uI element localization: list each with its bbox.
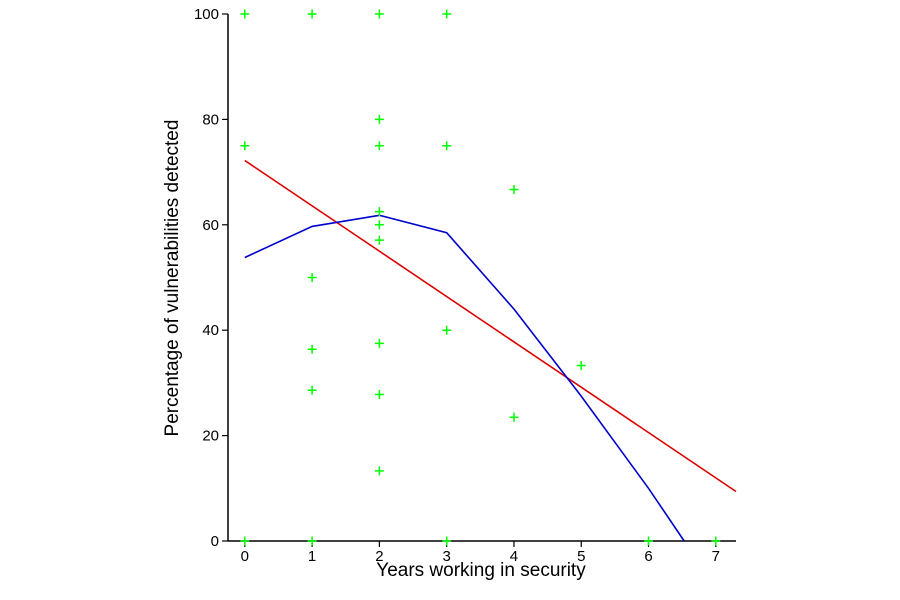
data-point [576, 361, 586, 370]
data-point [374, 390, 384, 399]
data-point [374, 466, 384, 476]
x-axis-label: Years working in security [376, 560, 586, 581]
data-point [374, 114, 384, 124]
data-point [374, 235, 384, 245]
data-point [240, 141, 250, 151]
fit-lines [244, 159, 737, 542]
data-point [509, 412, 519, 422]
data-point [307, 9, 317, 19]
data-point [374, 338, 384, 348]
y-tick-label: 100 [194, 6, 219, 23]
smooth-fit-line [244, 214, 685, 542]
y-tick-label: 0 [211, 533, 219, 550]
data-point [442, 325, 452, 335]
data-point [307, 385, 317, 395]
data-point [711, 536, 721, 546]
data-point [374, 220, 384, 230]
y-tick-label: 80 [202, 111, 219, 128]
linear-fit-line [244, 159, 737, 493]
data-point [644, 536, 653, 546]
y-axis-label: Percentage of vulnerabilities detected [162, 120, 183, 437]
x-tick-label: 1 [308, 548, 316, 565]
data-point [442, 141, 452, 151]
x-tick-label: 4 [510, 548, 518, 565]
x-tick-label: 7 [712, 548, 720, 565]
data-point [240, 9, 250, 19]
x-tick-label: 5 [577, 548, 585, 565]
data-point [374, 207, 384, 217]
y-tick-label: 60 [202, 217, 219, 234]
data-point [509, 185, 519, 194]
data-point [240, 536, 250, 546]
x-tick-label: 2 [375, 548, 383, 565]
x-tick-label: 3 [443, 548, 451, 565]
data-point [442, 9, 452, 19]
y-tick-label: 40 [202, 322, 219, 339]
x-tick-label: 0 [241, 548, 249, 565]
data-point [307, 273, 317, 282]
data-point [442, 536, 452, 546]
y-axis: 0 20 40 60 80 100 [194, 6, 229, 550]
x-tick-label: 6 [644, 548, 652, 565]
data-points [240, 9, 721, 546]
data-point [374, 141, 384, 151]
data-point [374, 9, 384, 19]
data-point [307, 344, 317, 354]
y-tick-label: 20 [202, 428, 219, 445]
data-point [307, 536, 317, 546]
